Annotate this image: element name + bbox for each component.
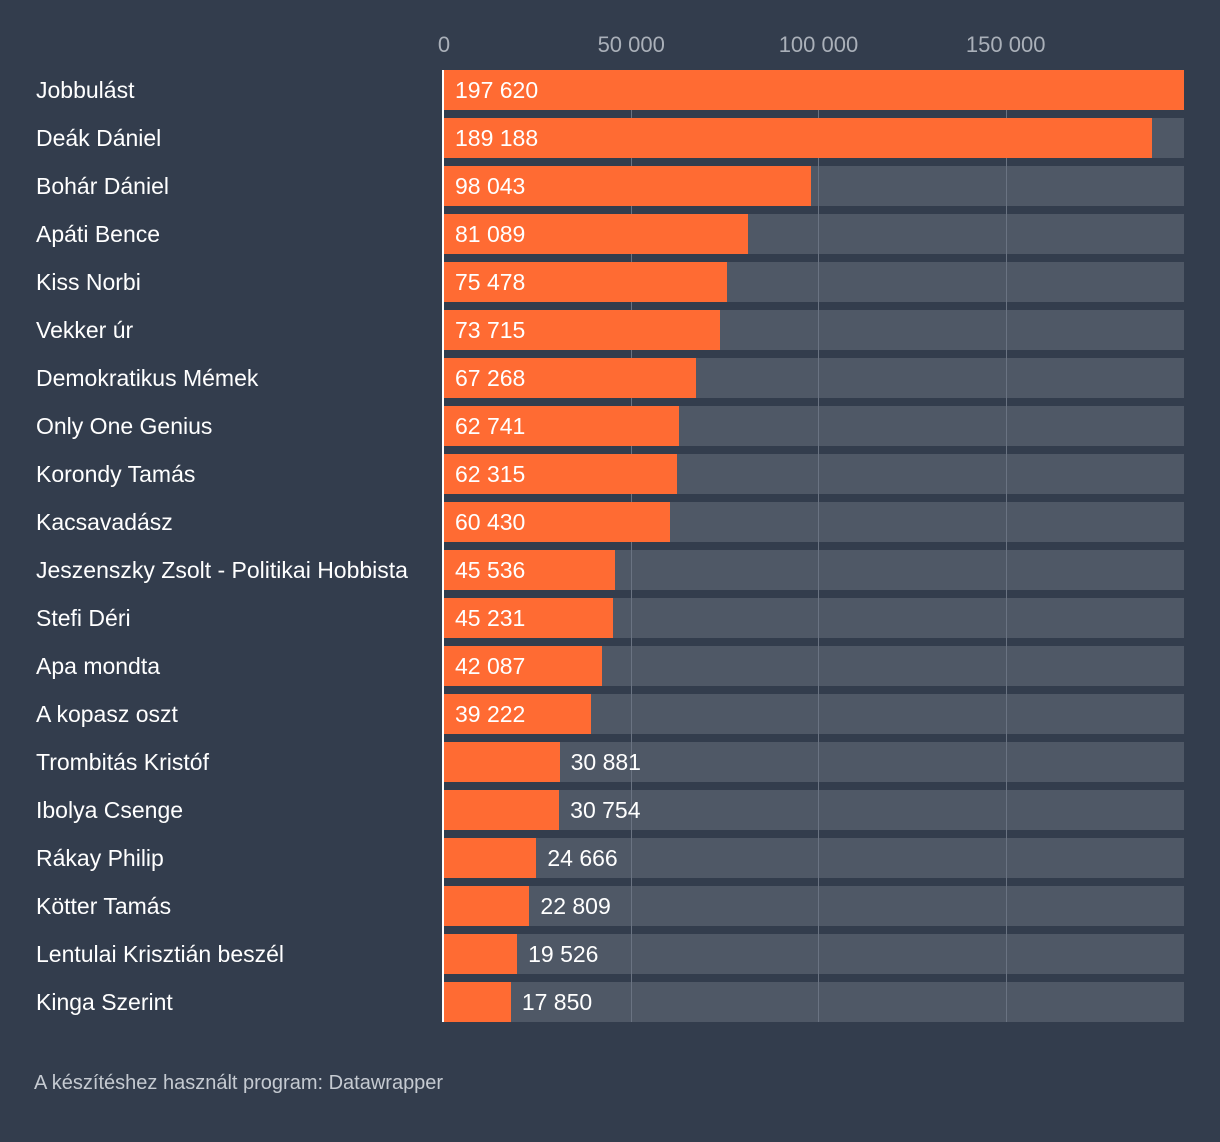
gridline xyxy=(1005,70,1007,1022)
value-label: 81 089 xyxy=(455,221,526,247)
category-label: Jeszenszky Zsolt - Politikai Hobbista xyxy=(36,557,408,583)
category-label: Kiss Norbi xyxy=(36,269,141,295)
category-label: Kinga Szerint xyxy=(36,989,173,1015)
category-label: Vekker úr xyxy=(36,317,134,343)
value-label: 30 881 xyxy=(570,749,641,775)
bar xyxy=(444,694,591,734)
category-label: Kacsavadász xyxy=(36,509,173,535)
bar xyxy=(444,262,727,302)
bar xyxy=(444,982,511,1022)
value-label: 62 741 xyxy=(455,413,526,439)
value-label: 19 526 xyxy=(528,941,599,967)
bar-track xyxy=(444,982,1184,1022)
bar-track xyxy=(444,838,1184,878)
value-label: 24 666 xyxy=(547,845,618,871)
bar xyxy=(444,790,560,830)
category-label: Rákay Philip xyxy=(36,845,164,871)
value-label: 30 754 xyxy=(570,797,641,823)
bar xyxy=(444,166,812,206)
value-label: 17 850 xyxy=(521,989,593,1015)
value-label: 75 478 xyxy=(455,269,526,295)
bar xyxy=(444,838,537,878)
value-label: 22 809 xyxy=(540,893,611,919)
gridline xyxy=(631,70,633,1022)
category-label: Trombitás Kristóf xyxy=(36,749,209,775)
bar-track xyxy=(444,886,1184,926)
y-axis-line xyxy=(442,70,444,1022)
bar-track xyxy=(444,790,1184,830)
bar xyxy=(444,742,560,782)
category-label: Korondy Tamás xyxy=(36,461,196,487)
bar xyxy=(444,310,721,350)
value-label: 189 188 xyxy=(455,125,539,151)
value-label: 45 536 xyxy=(455,557,526,583)
footer-credit: A készítéshez használt program: Datawrap… xyxy=(34,1072,444,1094)
x-tick-label: 50 000 xyxy=(597,32,665,57)
bar xyxy=(444,886,530,926)
x-tick-label: 0 xyxy=(437,32,451,57)
x-tick-label: 150 000 xyxy=(965,32,1046,57)
category-label: Kötter Tamás xyxy=(36,893,172,919)
category-label: Apáti Bence xyxy=(36,221,161,247)
bar xyxy=(444,70,1184,110)
gridline xyxy=(818,70,820,1022)
bar xyxy=(444,598,614,638)
x-tick-label: 100 000 xyxy=(778,32,859,57)
bar xyxy=(444,358,696,398)
bar xyxy=(444,646,602,686)
value-label: 67 268 xyxy=(455,365,526,391)
bar xyxy=(444,934,518,974)
value-label: 42 087 xyxy=(455,653,526,679)
value-label: 39 222 xyxy=(455,701,526,727)
category-label: Only One Genius xyxy=(36,413,213,439)
category-label: Demokratikus Mémek xyxy=(36,365,259,391)
value-label: 73 715 xyxy=(455,317,526,343)
value-label: 45 231 xyxy=(455,605,526,631)
category-label: Deák Dániel xyxy=(36,125,162,151)
value-label: 62 315 xyxy=(455,461,526,487)
bar xyxy=(444,406,679,446)
bar-track xyxy=(444,934,1184,974)
bar xyxy=(444,502,671,542)
category-label: A kopasz oszt xyxy=(36,701,178,727)
value-label: 197 620 xyxy=(455,77,539,103)
category-label: Stefi Déri xyxy=(36,605,131,631)
value-label: 60 430 xyxy=(455,509,526,535)
category-label: Ibolya Csenge xyxy=(36,797,184,823)
bar xyxy=(444,550,615,590)
category-label: Bohár Dániel xyxy=(36,173,169,199)
bar-track xyxy=(444,742,1184,782)
category-label: Lentulai Krisztián beszél xyxy=(36,941,285,967)
category-label: Jobbulást xyxy=(36,77,135,103)
bar xyxy=(444,118,1153,158)
bar xyxy=(444,454,678,494)
value-label: 98 043 xyxy=(455,173,526,199)
bar xyxy=(444,214,748,254)
category-label: Apa mondta xyxy=(36,653,161,679)
